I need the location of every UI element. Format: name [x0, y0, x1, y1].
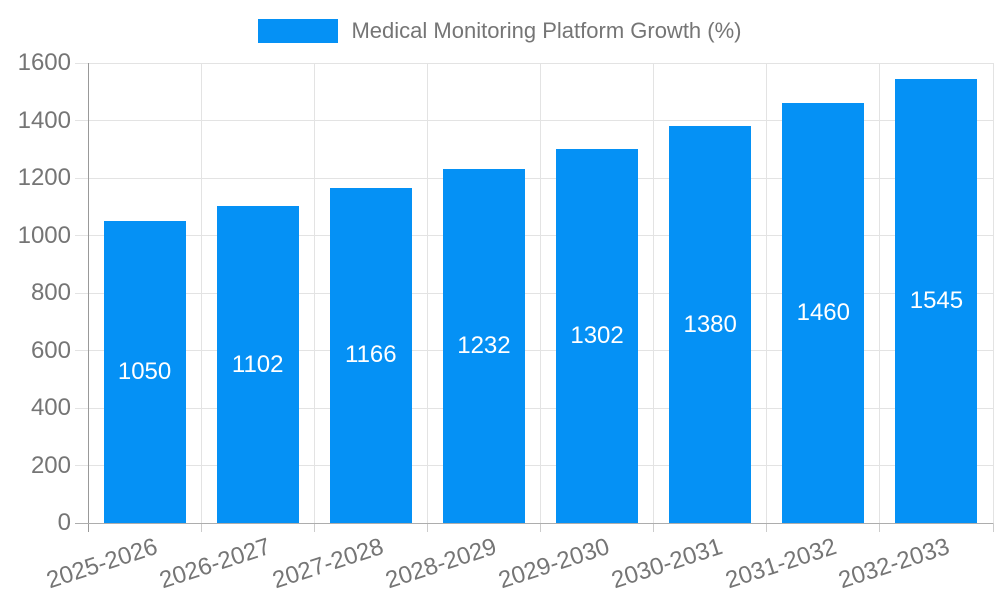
x-tick-label: 2028-2029 [382, 533, 500, 595]
x-gridline [879, 63, 881, 523]
x-axis-tick [313, 523, 315, 532]
x-axis-tick [992, 523, 994, 532]
x-gridline [426, 63, 428, 523]
bar-value-label: 1380 [683, 310, 737, 338]
y-tick-label: 1200 [17, 164, 71, 191]
y-tick-label: 600 [30, 336, 71, 364]
bar: 1050 [103, 221, 186, 523]
y-axis-tick [75, 120, 88, 121]
x-axis-line [75, 522, 993, 524]
y-axis-tick [75, 235, 88, 236]
x-axis-tick [879, 523, 881, 532]
bar: 1232 [442, 168, 525, 523]
bar-value-label: 1232 [457, 331, 511, 359]
y-axis-tick [75, 465, 88, 466]
y-axis-tick [75, 407, 88, 409]
y-tick-label: 1400 [17, 106, 71, 134]
y-axis-tick [75, 62, 88, 64]
y-axis-tick [75, 177, 88, 179]
x-axis-tick [653, 523, 655, 532]
legend-swatch [258, 19, 339, 43]
x-tick-label: 2027-2028 [269, 533, 387, 595]
bar: 1380 [669, 126, 752, 523]
x-tick-label: 2032-2033 [834, 533, 953, 595]
bar-value-label: 1050 [117, 358, 172, 386]
x-gridline [992, 63, 994, 523]
x-gridline [200, 63, 202, 523]
bar-value-label: 1460 [796, 299, 850, 327]
x-tick-label: 2025-2026 [43, 533, 161, 595]
x-gridline [313, 63, 315, 523]
x-tick-label: 2030-2031 [608, 533, 727, 595]
x-axis-tick [540, 523, 541, 532]
y-tick-label: 1000 [17, 221, 71, 249]
y-axis-tick [75, 350, 88, 351]
y-tick-label: 800 [30, 279, 71, 306]
bar-value-label: 1302 [570, 321, 624, 349]
bar: 1545 [895, 78, 978, 523]
bar: 1460 [782, 103, 865, 523]
y-tick-label: 400 [30, 394, 71, 421]
x-axis-tick [766, 523, 768, 532]
y-tick-label: 200 [30, 451, 71, 479]
y-axis-tick [75, 292, 88, 294]
x-tick-label: 2031-2032 [721, 533, 840, 595]
bar-value-label: 1545 [909, 286, 964, 314]
chart-legend: Medical Monitoring Platform Growth (%) [0, 18, 1000, 44]
bar-value-label: 1166 [345, 341, 397, 369]
bar: 1166 [329, 187, 412, 523]
x-gridline [766, 63, 768, 523]
bar: 1102 [216, 206, 299, 523]
legend-label: Medical Monitoring Platform Growth (%) [351, 18, 742, 43]
y-tick-label: 0 [57, 509, 71, 536]
bar-value-label: 1102 [231, 350, 284, 378]
y-axis-line [87, 63, 89, 532]
x-axis-tick [200, 523, 202, 532]
y-tick-label: 1600 [17, 49, 71, 76]
x-axis-tick [426, 523, 428, 532]
x-tick-label: 2026-2027 [156, 533, 274, 595]
x-gridline [540, 63, 541, 523]
bar: 1302 [556, 148, 639, 523]
x-tick-label: 2029-2030 [495, 533, 614, 595]
x-gridline [653, 63, 655, 523]
